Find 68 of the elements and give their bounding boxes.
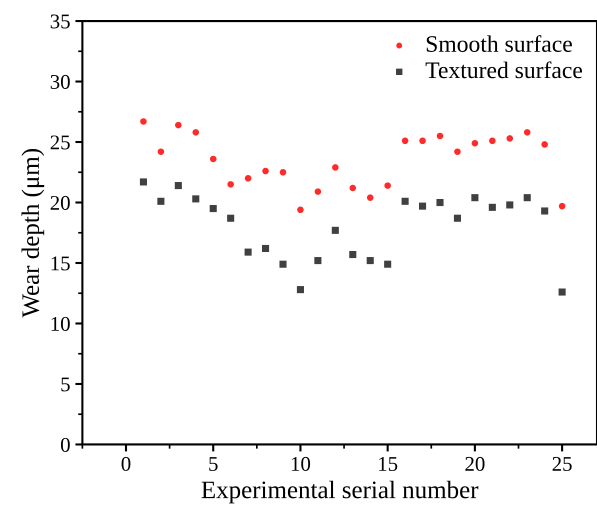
y-tick-label: 0 bbox=[60, 438, 70, 452]
point bbox=[296, 286, 304, 294]
point bbox=[297, 206, 304, 214]
point bbox=[558, 202, 566, 210]
point bbox=[332, 226, 339, 234]
point bbox=[280, 169, 286, 176]
point bbox=[384, 260, 392, 268]
y-tick-label: 15 bbox=[52, 256, 70, 270]
point bbox=[158, 148, 164, 155]
legend-label: Smooth surface bbox=[426, 35, 572, 52]
x-tick-label: 10 bbox=[292, 456, 310, 471]
point bbox=[366, 257, 374, 264]
point bbox=[210, 156, 216, 162]
y-tick-label: 30 bbox=[50, 74, 70, 89]
point bbox=[419, 202, 426, 210]
x-axis-title: Experimental serial number bbox=[202, 480, 478, 504]
point bbox=[488, 204, 496, 211]
point bbox=[262, 244, 270, 252]
y-tick-label: 5 bbox=[61, 378, 70, 392]
point bbox=[349, 250, 356, 258]
point bbox=[314, 188, 322, 195]
point bbox=[140, 178, 147, 186]
point bbox=[472, 140, 478, 146]
point bbox=[192, 195, 200, 202]
y-tick-label: 10 bbox=[52, 316, 70, 331]
point bbox=[402, 198, 409, 205]
point bbox=[244, 175, 252, 182]
point bbox=[350, 184, 356, 192]
point bbox=[506, 135, 514, 142]
x-tick-label: 5 bbox=[209, 457, 218, 471]
x-tick-label: 15 bbox=[379, 456, 398, 471]
point bbox=[436, 198, 444, 206]
point bbox=[157, 198, 164, 205]
point bbox=[402, 138, 408, 144]
point bbox=[524, 129, 530, 136]
x-tick-label: 0 bbox=[122, 456, 130, 471]
point bbox=[227, 214, 234, 222]
point bbox=[471, 194, 478, 202]
point bbox=[454, 148, 461, 155]
x-tick-label: 25 bbox=[552, 456, 572, 471]
point bbox=[192, 129, 200, 136]
point bbox=[454, 214, 461, 222]
point bbox=[140, 118, 147, 125]
y-tick-label: 35 bbox=[50, 14, 70, 28]
x-tick-label: 20 bbox=[465, 456, 485, 471]
point bbox=[419, 138, 426, 144]
point bbox=[227, 181, 234, 188]
point bbox=[174, 182, 182, 190]
point bbox=[436, 132, 444, 140]
point bbox=[175, 122, 182, 128]
point bbox=[210, 205, 217, 212]
point bbox=[332, 164, 339, 171]
point bbox=[384, 182, 391, 189]
y-tick-label: 25 bbox=[50, 135, 70, 150]
point bbox=[489, 138, 496, 144]
legend-label: Textured surface bbox=[426, 61, 582, 78]
point bbox=[541, 141, 548, 148]
point bbox=[506, 201, 514, 208]
point bbox=[541, 207, 548, 215]
y-tick-label: 20 bbox=[50, 196, 70, 210]
point bbox=[244, 248, 252, 256]
point bbox=[262, 168, 269, 174]
point bbox=[279, 260, 287, 268]
point bbox=[524, 194, 531, 202]
point bbox=[314, 257, 322, 264]
point bbox=[558, 288, 566, 296]
point bbox=[366, 194, 374, 201]
y-axis-title: Wear depth (μm) bbox=[21, 149, 44, 318]
